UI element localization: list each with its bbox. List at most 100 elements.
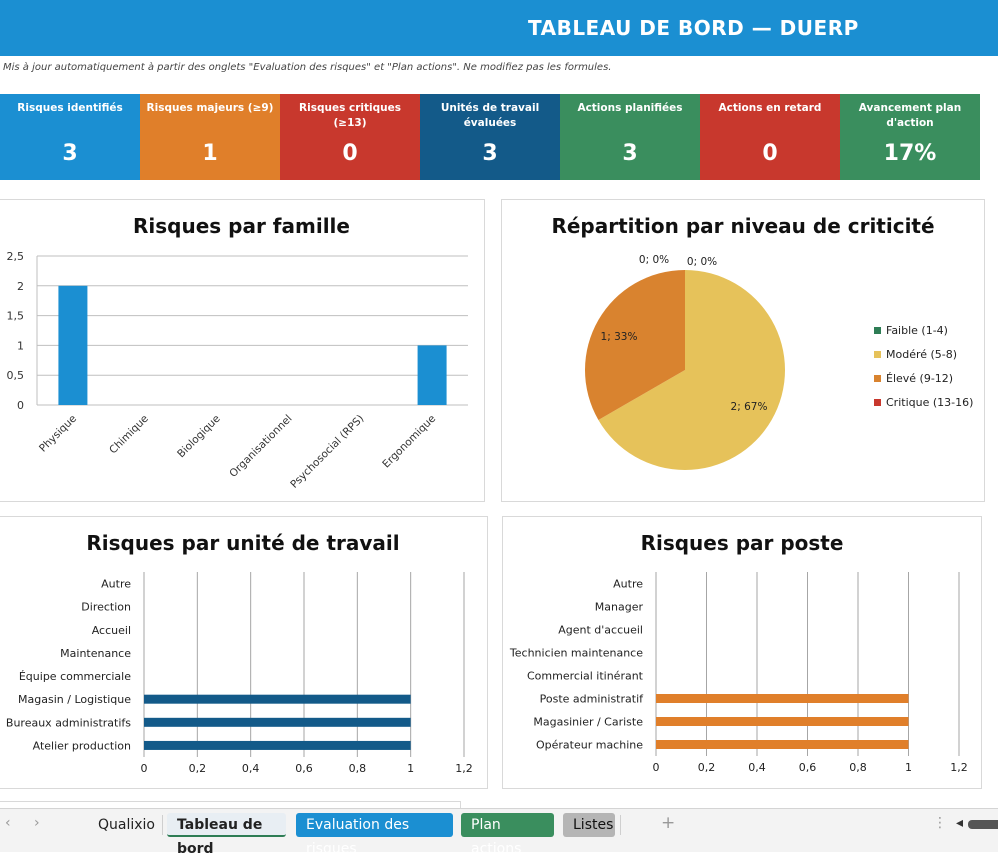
y-category-label: Manager [595,601,644,614]
kpi-value: 17% [883,141,937,166]
scroll-left-icon[interactable]: ◂ [956,815,964,831]
y-category-label: Équipe commerciale [19,670,131,683]
kpi-card-risques-identifies: Risques identifiés 3 [0,94,140,180]
legend-swatch [874,375,881,382]
chart-risques-poste[interactable]: Risques par poste 0 0,2 0,4 0,6 0,8 1 1,2 Autre… [502,516,982,789]
pie-slice-2 [585,270,685,420]
y-category-label: Opérateur machine [536,739,643,752]
tab-listes[interactable]: Listes [563,813,615,837]
x-tick-label: 0,2 [698,761,716,774]
y-category-label: Magasin / Logistique [18,693,131,706]
x-tick-label: Ergonomique [380,413,438,471]
legend-label: Élevé (9-12) [886,372,953,385]
y-category-label: Atelier production [33,739,131,752]
tab-tableau-de-bord[interactable]: Tableau de bord [167,813,286,857]
y-tick-label: 0 [17,399,24,412]
y-category-label: Agent d'accueil [558,624,643,637]
y-category-label: Magasinier / Cariste [533,716,643,729]
chart-repartition-criticite[interactable]: Répartition par niveau de criticité 0; 0… [501,199,985,502]
y-category-label: Bureaux administratifs [6,716,131,729]
chart-title: Risques par unité de travail [86,531,400,555]
x-tick-label: Organisationnel [227,413,294,480]
x-tick-label: 1,2 [950,761,968,774]
kpi-label: Actions en retard [718,102,822,114]
kpi-value: 0 [342,141,358,166]
sheet-tab-bar: ‹ › Qualixio Tableau de bord Evaluation … [0,808,998,857]
tab-separator [162,815,163,835]
legend-swatch [874,351,881,358]
tab-qualixio[interactable]: Qualixio [98,817,155,833]
x-tick-label: 1,2 [455,762,473,775]
chart-unite-svg: 0 0,2 0,4 0,6 0,8 1 1,2 Autre Direction Accueil Ma… [6,572,473,775]
y-tick-label: 1 [17,339,24,352]
bar-ergonomique [417,345,447,405]
kpi-label: Risques identifiés [17,102,123,114]
bar-physique [58,285,88,405]
bar [656,717,909,726]
y-category-label: Maintenance [60,647,131,660]
bar [144,717,411,727]
kpi-value: 3 [622,141,638,166]
x-tick-label: 0,6 [799,761,817,774]
y-category-label: Poste administratif [540,693,644,706]
pie-data-label: 0; 0% [639,254,669,266]
legend-swatch [874,399,881,406]
pie-data-label: 1; 33% [601,331,638,343]
x-tick-label: 0,8 [849,761,867,774]
x-tick-label: 0,8 [349,762,367,775]
pie-slice-1 [598,270,785,470]
x-tick-label: Physique [37,413,79,455]
panel-edge [0,801,461,809]
y-category-label: Direction [81,601,131,614]
kpi-card-actions-planifiees: Actions planifiées 3 [560,94,700,180]
tab-evaluation-des-risques[interactable]: Evaluation des risques [296,813,453,857]
kpi-card-avancement: Avancement plan d'action 17% [840,94,980,180]
bar [144,694,411,704]
x-tick-label: Psychosocial (RPS) [288,413,366,491]
chart-risques-famille[interactable]: Risques par famille 0 0,5 1 1,5 2 2,5 Physique… [0,199,485,502]
tab-next-icon[interactable]: › [34,815,40,831]
x-tick-label: Biologique [175,413,223,461]
legend-label: Faible (1-4) [886,324,948,337]
y-tick-label: 0,5 [7,369,25,382]
kpi-row: Risques identifiés 3 Risques majeurs (≥9… [0,94,980,180]
chart-risques-unite[interactable]: Risques par unité de travail 0 0,2 0,4 0,6 0… [0,516,488,789]
kpi-label: Actions planifiées [577,102,683,114]
chart-poste-svg: 0 0,2 0,4 0,6 0,8 1 1,2 Autre Manager Agent d'acc… [509,572,968,774]
kpi-value: 1 [202,141,218,166]
y-tick-label: 2 [17,280,24,293]
legend-label: Critique (13-16) [886,396,973,409]
legend-swatch [874,327,881,334]
y-tick-label: 2,5 [7,250,25,263]
y-category-label: Autre [101,578,131,591]
legend-label: Modéré (5-8) [886,348,957,361]
tab-prev-icon[interactable]: ‹ [5,815,11,831]
kpi-label: Avancement plan d'action [858,102,962,129]
y-category-label: Technicien maintenance [509,647,643,660]
kpi-label: Risques majeurs (≥9) [146,102,274,114]
kpi-label: Unités de travail évaluées [440,102,540,129]
x-tick-label: 0 [653,761,660,774]
page-subtitle: Mis à jour automatiquement à partir des … [3,62,612,73]
kpi-value: 3 [62,141,78,166]
x-tick-label: Chimique [107,413,151,457]
bar [656,694,909,703]
horizontal-scrollbar[interactable] [968,820,998,829]
add-sheet-icon[interactable]: + [661,813,676,833]
chart-title: Risques par famille [133,214,350,238]
x-tick-label: 0,6 [295,762,313,775]
x-tick-label: 0,2 [189,762,207,775]
kpi-label: Risques critiques (≥13) [299,102,401,129]
kpi-card-unites-travail: Unités de travail évaluées 3 [420,94,560,180]
page-title: TABLEAU DE BORD — DUERP [528,16,859,40]
x-tick-label: 0 [141,762,148,775]
chart-title: Risques par poste [640,531,844,555]
y-category-label: Autre [613,578,643,591]
tab-plan-actions[interactable]: Plan actions [461,813,554,857]
chart-title: Répartition par niveau de criticité [551,214,935,238]
x-tick-label: 0,4 [748,761,766,774]
bar [144,740,411,750]
more-options-icon[interactable]: ⋮ [933,815,947,831]
bar [656,740,909,749]
y-category-label: Accueil [92,624,131,637]
